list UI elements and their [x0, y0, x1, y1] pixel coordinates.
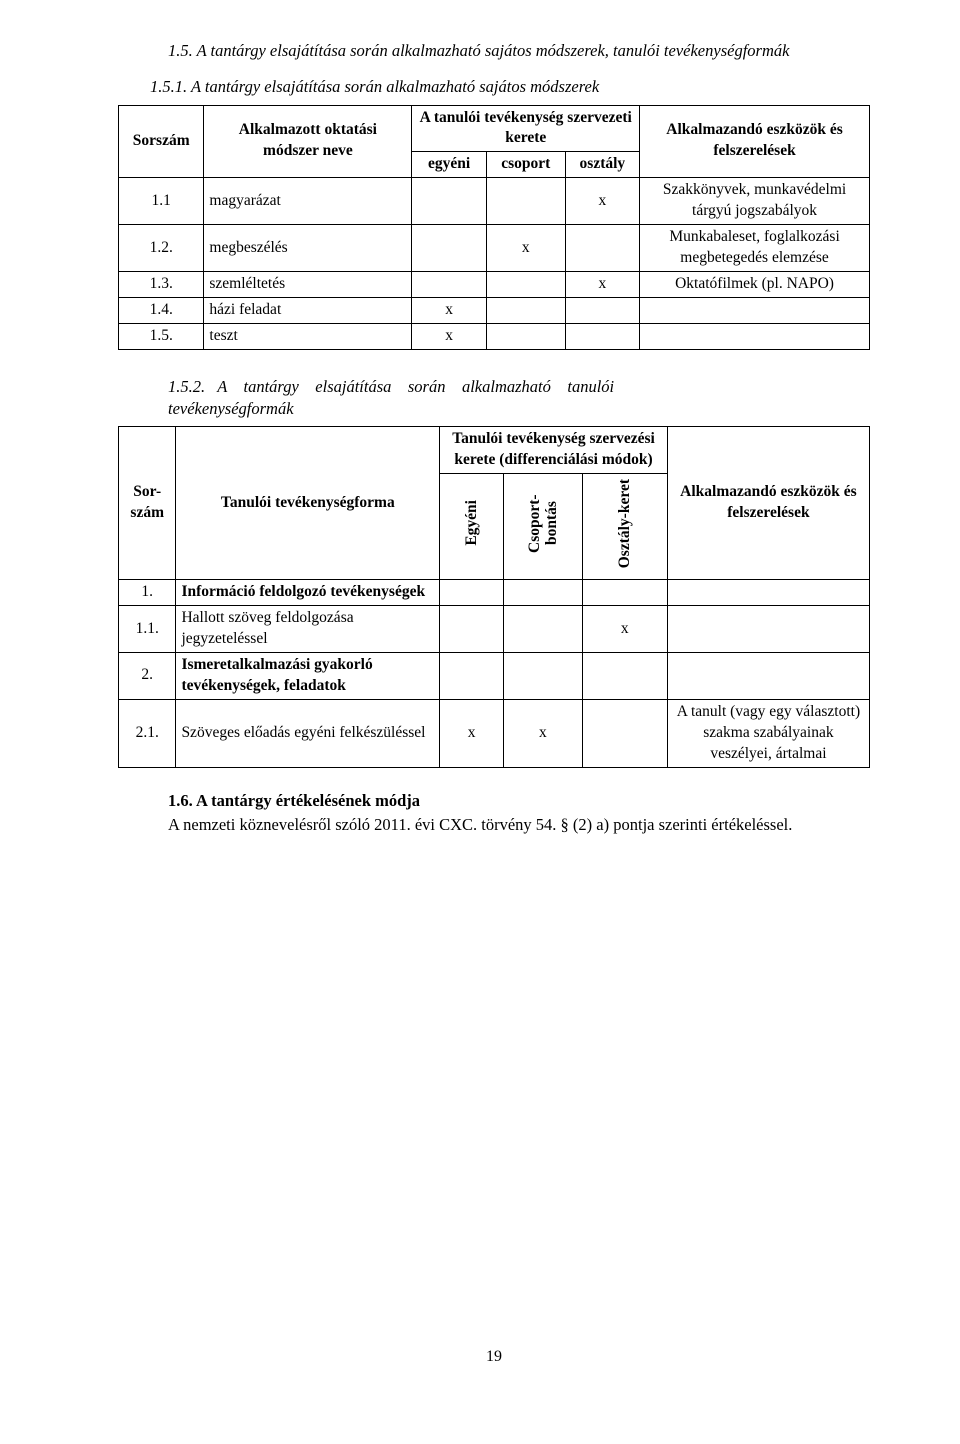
cell-tool: Oktatófilmek (pl. NAPO)	[640, 271, 870, 297]
col-tools: Alkalmazandó eszközök és felszerelések	[667, 427, 869, 580]
col-form: Tanulói tevékenységforma	[176, 427, 440, 580]
cell-c	[504, 580, 583, 606]
cell-o	[565, 323, 639, 349]
section-1-6: 1.6. A tantárgy értékelésének módja A ne…	[118, 790, 870, 837]
section-1-5-heading: 1.5. A tantárgy elsajátítása során alkal…	[152, 40, 870, 62]
cell-tool: Munkabaleset, foglalkozási megbetegedés …	[640, 225, 870, 272]
cell-tool	[667, 580, 869, 606]
table-row: 1.5. teszt x	[119, 323, 870, 349]
cell-o: x	[565, 178, 639, 225]
cell-o: x	[565, 271, 639, 297]
cell-o	[565, 225, 639, 272]
col-egyeni: egyéni	[412, 152, 486, 178]
cell-c	[486, 178, 565, 225]
col-method: Alkalmazott oktatási módszer neve	[204, 105, 412, 178]
cell-name: teszt	[204, 323, 412, 349]
cell-num: 2.1.	[119, 699, 176, 767]
cell-e	[440, 652, 504, 699]
col-osztaly: Osztály-keret	[582, 474, 667, 580]
cell-name: Hallott szöveg feldolgozása jegyzeteléss…	[176, 606, 440, 653]
cell-e: x	[412, 323, 486, 349]
col-csoport: csoport	[486, 152, 565, 178]
cell-name: Információ feldolgozó tevékenységek	[176, 580, 440, 606]
cell-tool: Szakkönyvek, munkavédelmi tárgyú jogszab…	[640, 178, 870, 225]
cell-c	[486, 323, 565, 349]
cell-name: házi feladat	[204, 297, 412, 323]
section-1-5-2-heading: 1.5.2. A tantárgy elsajátítása során alk…	[118, 376, 870, 421]
col-frame: Tanulói tevékenység szervezési kerete (d…	[440, 427, 668, 474]
col-csoport: Csoport-bontás	[504, 474, 583, 580]
cell-o	[565, 297, 639, 323]
page-number: 19	[118, 1346, 870, 1368]
cell-num: 1.1	[119, 178, 204, 225]
cell-c	[486, 297, 565, 323]
cell-e	[440, 580, 504, 606]
cell-name: Szöveges előadás egyéni felkészüléssel	[176, 699, 440, 767]
table-row: 1.4. házi feladat x	[119, 297, 870, 323]
cell-num: 1.2.	[119, 225, 204, 272]
cell-e: x	[440, 699, 504, 767]
activity-forms-table: Sor-szám Tanulói tevékenységforma Tanuló…	[118, 426, 870, 767]
table-row: 1.1. Hallott szöveg feldolgozása jegyzet…	[119, 606, 870, 653]
col-sorszam: Sor-szám	[119, 427, 176, 580]
table-row: 1.1 magyarázat x Szakkönyvek, munkavédel…	[119, 178, 870, 225]
cell-e	[412, 178, 486, 225]
heading-line-a: 1.5.2. A tantárgy elsajátítása során alk…	[168, 377, 614, 396]
cell-c	[486, 271, 565, 297]
methods-table: Sorszám Alkalmazott oktatási módszer nev…	[118, 105, 870, 350]
cell-e	[440, 606, 504, 653]
table-row: 1. Információ feldolgozó tevékenységek	[119, 580, 870, 606]
cell-c	[504, 606, 583, 653]
cell-num: 1.3.	[119, 271, 204, 297]
cell-c: x	[486, 225, 565, 272]
table-row: 1.3. szemléltetés x Oktatófilmek (pl. NA…	[119, 271, 870, 297]
col-egyeni: Egyéni	[440, 474, 504, 580]
section-1-5-1-heading: 1.5.1. A tantárgy elsajátítása során alk…	[118, 76, 870, 98]
cell-name: magyarázat	[204, 178, 412, 225]
cell-name: szemléltetés	[204, 271, 412, 297]
cell-num: 2.	[119, 652, 176, 699]
col-osztaly: osztály	[565, 152, 639, 178]
cell-o	[582, 652, 667, 699]
cell-num: 1.	[119, 580, 176, 606]
cell-name: Ismeretalkalmazási gyakorló tevékenysége…	[176, 652, 440, 699]
cell-tool: A tanult (vagy egy választott) szakma sz…	[667, 699, 869, 767]
cell-num: 1.1.	[119, 606, 176, 653]
cell-name: megbeszélés	[204, 225, 412, 272]
cell-o	[582, 699, 667, 767]
table-row: 2.1. Szöveges előadás egyéni felkészülés…	[119, 699, 870, 767]
cell-o: x	[582, 606, 667, 653]
table-row: 2. Ismeretalkalmazási gyakorló tevékenys…	[119, 652, 870, 699]
cell-tool	[640, 323, 870, 349]
cell-tool	[667, 606, 869, 653]
col-tools: Alkalmazandó eszközök és felszerelések	[640, 105, 870, 178]
col-sorszam: Sorszám	[119, 105, 204, 178]
cell-e	[412, 225, 486, 272]
cell-tool	[667, 652, 869, 699]
cell-c: x	[504, 699, 583, 767]
cell-c	[504, 652, 583, 699]
cell-tool	[640, 297, 870, 323]
cell-e	[412, 271, 486, 297]
section-1-6-heading: 1.6. A tantárgy értékelésének módja	[168, 790, 870, 812]
cell-num: 1.4.	[119, 297, 204, 323]
cell-o	[582, 580, 667, 606]
table-row: 1.2. megbeszélés x Munkabaleset, foglalk…	[119, 225, 870, 272]
col-activity-frame: A tanulói tevékenység szervezeti kerete	[412, 105, 640, 152]
cell-e: x	[412, 297, 486, 323]
section-1-6-body: A nemzeti köznevelésről szóló 2011. évi …	[168, 814, 870, 836]
heading-line-b: tevékenységformák	[168, 399, 294, 418]
cell-num: 1.5.	[119, 323, 204, 349]
